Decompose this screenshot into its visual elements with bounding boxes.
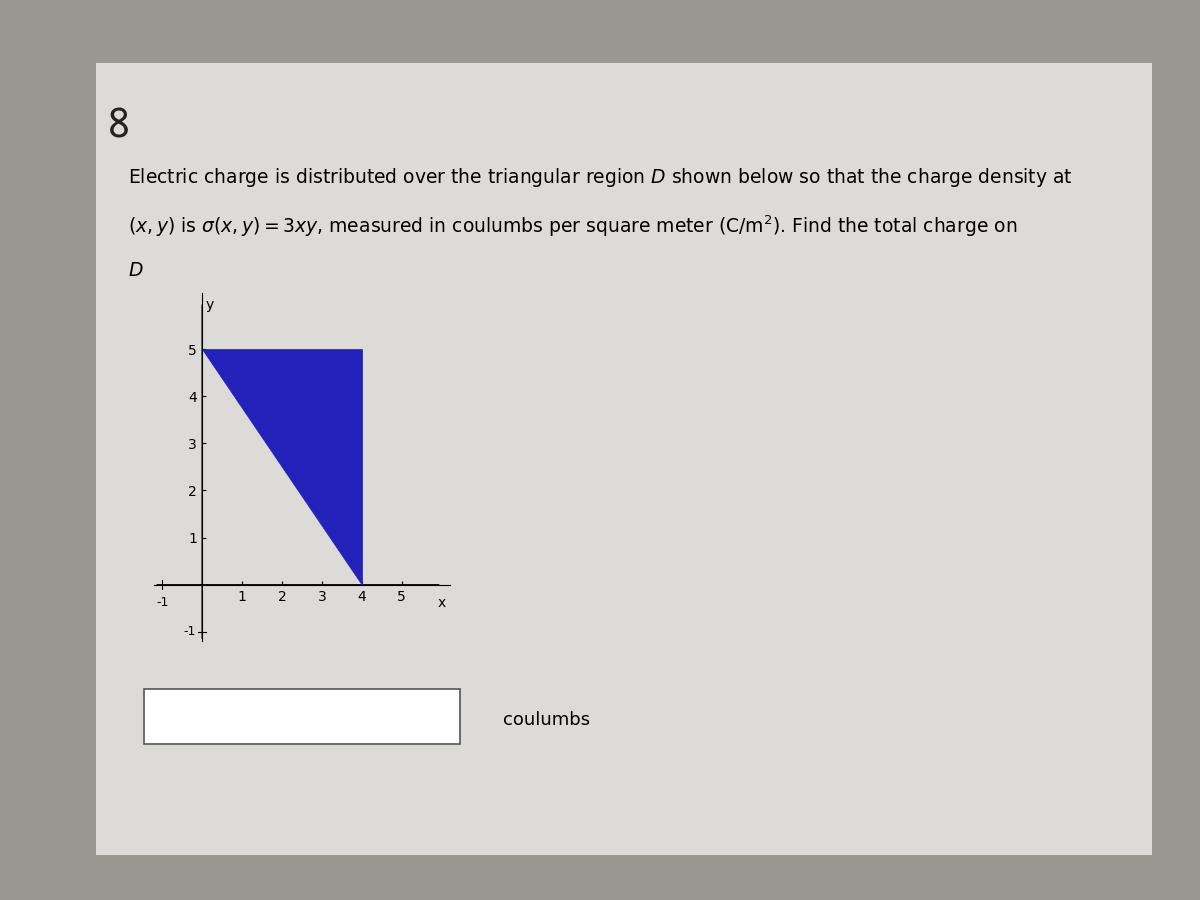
Text: x: x xyxy=(438,597,446,610)
Text: $D$: $D$ xyxy=(127,261,143,280)
Text: -1: -1 xyxy=(156,597,168,609)
Text: y: y xyxy=(205,298,214,311)
FancyBboxPatch shape xyxy=(144,688,461,744)
Text: -1: -1 xyxy=(184,626,196,638)
Text: coulumbs: coulumbs xyxy=(503,711,589,729)
Text: Electric charge is distributed over the triangular region $D$ shown below so tha: Electric charge is distributed over the … xyxy=(127,166,1073,189)
Text: $\mathcal{8}$: $\mathcal{8}$ xyxy=(107,103,128,146)
Polygon shape xyxy=(202,349,362,585)
Text: $(x, y)$ is $\sigma(x, y) = 3xy$, measured in coulumbs per square meter (C/m$^2$: $(x, y)$ is $\sigma(x, y) = 3xy$, measur… xyxy=(127,213,1016,239)
